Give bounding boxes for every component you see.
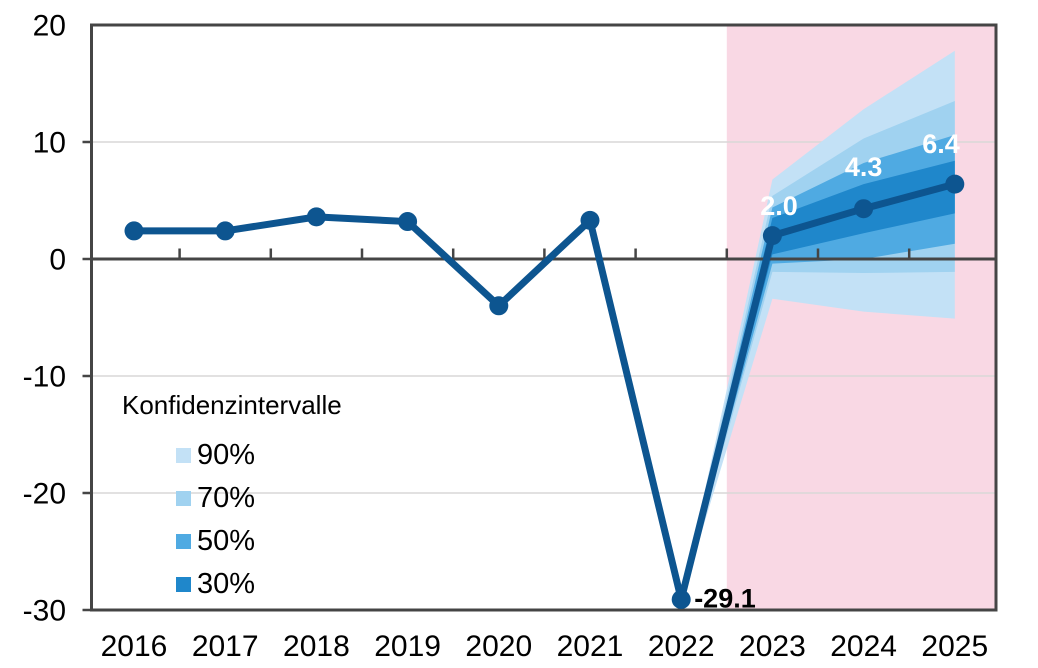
data-point-2019 xyxy=(398,212,418,232)
legend-title: Konfidenzintervalle xyxy=(122,390,342,420)
point-label-2023: 2.0 xyxy=(760,191,798,221)
data-point-2024 xyxy=(854,199,874,219)
x-label-2019: 2019 xyxy=(374,630,441,663)
y-axis-labels: 20 10 0 -10 -20 -30 xyxy=(23,10,66,628)
data-point-2020 xyxy=(489,296,509,316)
band-50% xyxy=(681,134,955,600)
data-point-2025 xyxy=(945,174,965,194)
legend-item-label: 90% xyxy=(197,439,256,471)
legend-swatch-icon xyxy=(176,577,191,592)
confidence-legend: Konfidenzintervalle 90% 70% 50% 30% xyxy=(122,390,342,599)
series-line xyxy=(130,180,959,603)
point-label-2022: -29.1 xyxy=(694,583,756,613)
x-axis-labels: 2016 2017 2018 2019 2020 2021 2022 2023 2024 2025 xyxy=(101,630,989,663)
point-labels: -29.1 2.0 4.3 6.4 xyxy=(694,129,960,613)
x-label-2024: 2024 xyxy=(830,630,897,663)
x-label-2016: 2016 xyxy=(101,630,168,663)
data-point-2022 xyxy=(671,589,691,609)
legend-item-90%: 90% xyxy=(176,434,255,477)
legend-swatch-icon xyxy=(176,491,191,506)
plot-border xyxy=(90,23,998,612)
y-label-0: 0 xyxy=(49,244,66,277)
legend-items: 90% 70% 50% 30% xyxy=(176,434,255,606)
point-label-2025: 6.4 xyxy=(922,129,960,159)
y-label--10: -10 xyxy=(23,361,66,394)
data-point-2017 xyxy=(215,221,235,241)
legend-item-label: 70% xyxy=(197,482,256,514)
legend-item-label: 30% xyxy=(197,568,256,600)
x-label-2020: 2020 xyxy=(465,630,532,663)
data-points xyxy=(124,174,965,609)
legend-item-50%: 50% xyxy=(176,520,255,563)
data-point-2018 xyxy=(306,207,326,227)
x-label-2022: 2022 xyxy=(648,630,715,663)
x-label-2023: 2023 xyxy=(739,630,806,663)
x-label-2017: 2017 xyxy=(192,630,259,663)
y-label-10: 10 xyxy=(33,127,66,160)
x-axis-ticks xyxy=(178,248,911,259)
legend-item-label: 50% xyxy=(197,525,256,557)
legend-swatch-icon xyxy=(176,448,191,463)
x-label-2018: 2018 xyxy=(283,630,350,663)
legend-item-30%: 30% xyxy=(176,563,255,606)
data-point-2021 xyxy=(580,210,600,230)
data-point-2023 xyxy=(762,226,782,246)
y-label--30: -30 xyxy=(23,595,66,628)
legend-swatch-icon xyxy=(176,534,191,549)
x-label-2021: 2021 xyxy=(557,630,624,663)
x-label-2025: 2025 xyxy=(921,630,988,663)
y-label--20: -20 xyxy=(23,478,66,511)
data-point-2016 xyxy=(124,221,144,241)
legend-item-70%: 70% xyxy=(176,477,255,520)
point-label-2024: 4.3 xyxy=(845,152,883,182)
y-label-20: 20 xyxy=(33,10,66,43)
